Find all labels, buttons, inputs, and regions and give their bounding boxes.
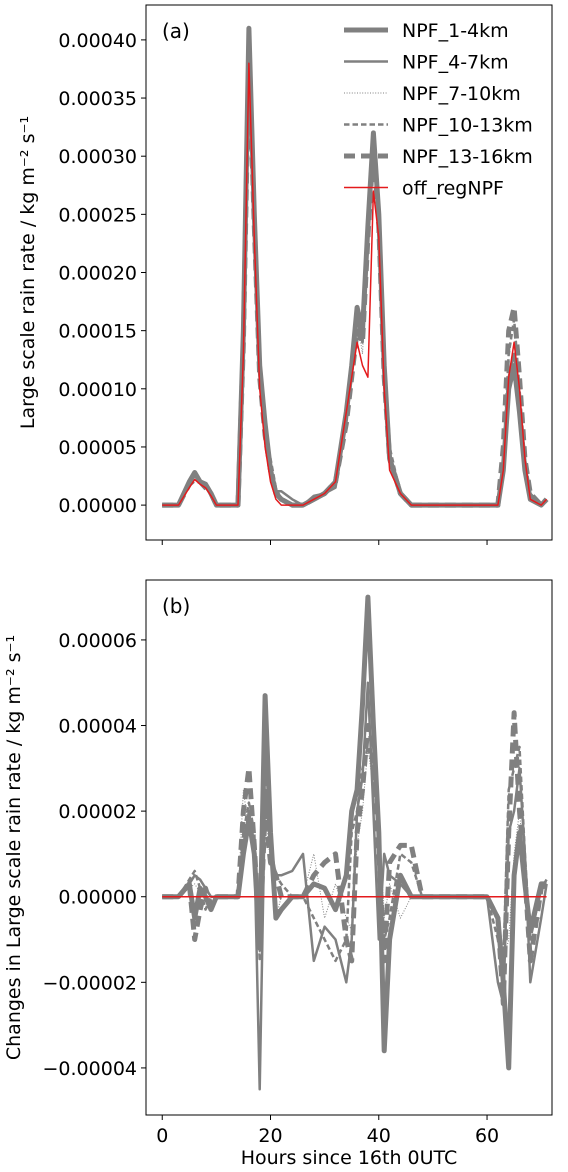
y-tick-label: 0.00000 — [58, 495, 137, 517]
panel-a: 0.00000 0.00005 0.00010 0.00015 0.00020 0.000… — [17, 4, 553, 545]
legend-label: NPF_1-4km — [402, 20, 509, 42]
y-tick-label: 0.00002 — [58, 801, 137, 823]
legend-label: NPF_13-16km — [402, 146, 533, 168]
axes-frame — [145, 579, 553, 1116]
legend-label: NPF_7-10km — [402, 83, 521, 105]
y-tick-label: 0.00010 — [58, 379, 137, 401]
y-tick-label: 0.00005 — [58, 437, 137, 459]
series-line-npf-1-4km — [162, 594, 547, 1071]
panel-label: (a) — [162, 19, 190, 43]
y-tick-label: 0.00006 — [58, 630, 137, 652]
y-axis-label: Large scale rain rate / kg m⁻² s⁻¹ — [17, 116, 39, 429]
legend-item: NPF_1-4km — [344, 20, 509, 42]
y-tick-label: −0.00004 — [43, 1058, 138, 1080]
legend-label: NPF_4-7km — [402, 52, 509, 74]
legend-label: NPF_10-13km — [402, 115, 533, 137]
y-tick-label: 0.00020 — [58, 263, 137, 285]
panel-b: −0.00004 −0.00002 0.00000 0.00002 0.00004 0.0… — [3, 579, 553, 1169]
series-line-off-regnpf — [162, 62, 548, 506]
series-lines — [162, 594, 549, 1091]
panel-label: (b) — [162, 594, 190, 618]
y-tick-label: 0.00040 — [58, 30, 137, 52]
y-tick-label: 0.00004 — [58, 716, 137, 738]
x-tick-label: 60 — [475, 1125, 499, 1147]
legend-item: off_regNPF — [344, 178, 504, 200]
y-tick-label: 0.00035 — [58, 88, 137, 110]
y-tick-label: 0.00000 — [58, 887, 137, 909]
legend-item: NPF_10-13km — [344, 115, 533, 137]
legend-item: NPF_7-10km — [344, 83, 521, 105]
x-tick-label: 0 — [156, 1125, 168, 1147]
y-axis-label: Changes in Large scale rain rate / kg m⁻… — [3, 635, 25, 1060]
series-lines — [162, 25, 549, 508]
series-line-npf-4-7km — [162, 681, 548, 1091]
legend-item: NPF_13-16km — [344, 146, 533, 168]
series-line-npf-4-7km — [162, 38, 548, 507]
x-tick-label: 40 — [367, 1125, 391, 1147]
legend-label: off_regNPF — [402, 178, 504, 200]
y-tick-label: 0.00025 — [58, 204, 137, 226]
y-tick-label: 0.00030 — [58, 146, 137, 168]
legend: NPF_1-4km NPF_4-7km NPF_7-10km NPF_10-13km N… — [344, 20, 533, 200]
series-line-npf-13-16km — [162, 710, 549, 1007]
x-tick-label: 20 — [258, 1125, 282, 1147]
y-tick-label: −0.00002 — [43, 972, 138, 994]
y-tick-label: 0.00015 — [58, 321, 137, 343]
x-axis-label: Hours since 16th 0UTC — [241, 1147, 458, 1168]
legend-item: NPF_4-7km — [344, 52, 509, 74]
